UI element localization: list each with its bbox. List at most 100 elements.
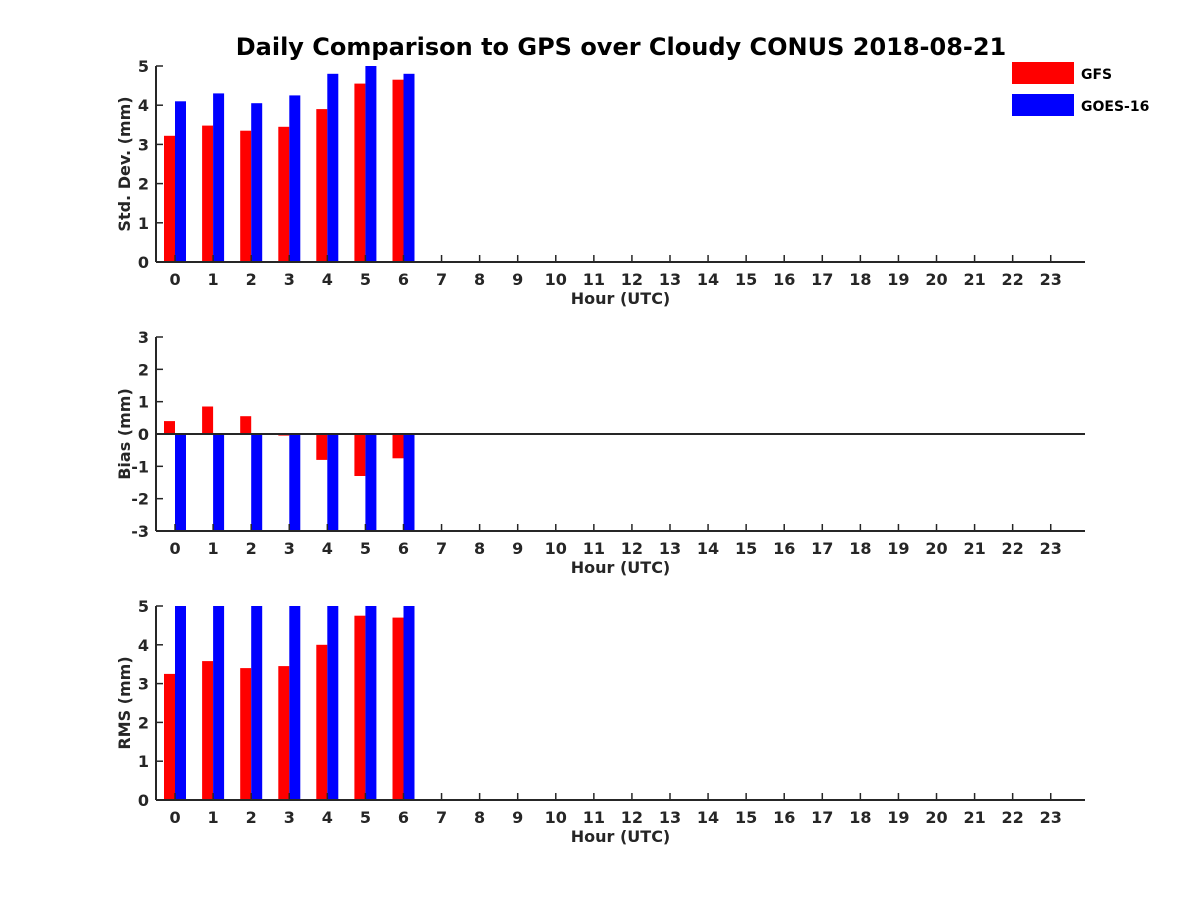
x-tick-label: 1 xyxy=(208,270,219,289)
x-tick-label: 20 xyxy=(925,808,947,827)
x-tick-label: 13 xyxy=(659,270,681,289)
x-tick-label: 12 xyxy=(621,539,643,558)
bar-goes16-hour-4 xyxy=(327,606,339,800)
y-tick-label: 1 xyxy=(138,752,149,771)
y-tick-label: 1 xyxy=(138,393,149,412)
x-tick-label: 6 xyxy=(398,539,409,558)
y-axis-label: RMS (mm) xyxy=(115,656,134,749)
x-tick-label: 17 xyxy=(811,808,833,827)
x-tick-label: 1 xyxy=(208,808,219,827)
legend-swatch-goes16 xyxy=(1012,94,1074,116)
x-tick-label: 7 xyxy=(436,539,447,558)
x-tick-label: 14 xyxy=(697,539,719,558)
bar-goes16-hour-1 xyxy=(213,434,225,531)
y-tick-label: 2 xyxy=(138,713,149,732)
x-tick-label: 7 xyxy=(436,270,447,289)
y-tick-label: 2 xyxy=(138,360,149,379)
legend-swatch-gfs xyxy=(1012,62,1074,84)
bar-goes16-hour-2 xyxy=(251,606,263,800)
y-tick-label: 0 xyxy=(138,253,149,272)
bar-goes16-hour-1 xyxy=(213,93,225,263)
x-tick-label: 5 xyxy=(360,808,371,827)
x-tick-label: 16 xyxy=(773,539,795,558)
y-tick-label: -3 xyxy=(131,522,149,541)
x-tick-label: 20 xyxy=(925,270,947,289)
bar-gfs-hour-5 xyxy=(354,83,366,262)
bar-goes16-hour-2 xyxy=(251,434,263,531)
x-tick-label: 22 xyxy=(1002,539,1024,558)
y-tick-label: 0 xyxy=(138,425,149,444)
x-tick-label: 16 xyxy=(773,270,795,289)
x-tick-label: 6 xyxy=(398,808,409,827)
y-tick-label: 2 xyxy=(138,175,149,194)
x-tick-label: 17 xyxy=(811,539,833,558)
bar-goes16-hour-6 xyxy=(403,73,415,262)
bar-gfs-hour-6 xyxy=(392,617,404,800)
bar-gfs-hour-2 xyxy=(240,416,252,434)
x-axis-label: Hour (UTC) xyxy=(571,558,671,577)
x-tick-label: 0 xyxy=(169,270,180,289)
x-tick-label: 13 xyxy=(659,539,681,558)
x-tick-label: 7 xyxy=(436,808,447,827)
x-tick-label: 19 xyxy=(887,539,909,558)
y-tick-label: -2 xyxy=(131,490,149,509)
legend-label-gfs: GFS xyxy=(1081,67,1112,83)
x-tick-label: 23 xyxy=(1040,270,1062,289)
y-tick-label: -1 xyxy=(131,457,149,476)
bar-goes16-hour-3 xyxy=(289,434,301,531)
x-tick-label: 10 xyxy=(545,539,567,558)
x-tick-label: 12 xyxy=(621,270,643,289)
bar-goes16-hour-0 xyxy=(175,434,186,531)
x-tick-label: 11 xyxy=(583,539,605,558)
bar-gfs-hour-5 xyxy=(354,615,366,800)
x-tick-label: 21 xyxy=(963,270,985,289)
x-tick-label: 19 xyxy=(887,270,909,289)
x-tick-label: 18 xyxy=(849,808,871,827)
y-tick-label: 4 xyxy=(138,636,149,655)
x-tick-label: 22 xyxy=(1002,270,1024,289)
x-tick-label: 4 xyxy=(322,808,333,827)
legend-label-goes16: GOES-16 xyxy=(1081,99,1149,115)
x-tick-label: 9 xyxy=(512,270,523,289)
x-tick-label: 11 xyxy=(583,270,605,289)
x-tick-label: 10 xyxy=(545,808,567,827)
x-tick-label: 16 xyxy=(773,808,795,827)
bar-goes16-hour-5 xyxy=(365,66,377,262)
x-tick-label: 17 xyxy=(811,270,833,289)
x-tick-label: 2 xyxy=(246,808,257,827)
x-tick-label: 4 xyxy=(322,539,333,558)
bar-goes16-hour-6 xyxy=(403,606,415,800)
x-tick-label: 3 xyxy=(284,539,295,558)
x-tick-label: 23 xyxy=(1040,539,1062,558)
bar-gfs-hour-3 xyxy=(278,666,290,800)
x-tick-label: 1 xyxy=(208,539,219,558)
bar-goes16-hour-5 xyxy=(365,606,377,800)
x-tick-label: 22 xyxy=(1002,808,1024,827)
bar-gfs-hour-3 xyxy=(278,126,290,262)
x-tick-label: 13 xyxy=(659,808,681,827)
x-tick-label: 2 xyxy=(246,539,257,558)
x-tick-label: 12 xyxy=(621,808,643,827)
y-tick-label: 1 xyxy=(138,214,149,233)
y-tick-label: 5 xyxy=(138,57,149,76)
bar-gfs-hour-0 xyxy=(164,135,175,262)
x-axis-label: Hour (UTC) xyxy=(571,827,671,846)
x-tick-label: 5 xyxy=(360,539,371,558)
x-axis-label: Hour (UTC) xyxy=(571,289,671,308)
bar-gfs-hour-6 xyxy=(392,79,404,262)
y-axis-label: Std. Dev. (mm) xyxy=(115,96,134,231)
x-tick-label: 19 xyxy=(887,808,909,827)
x-tick-label: 9 xyxy=(512,808,523,827)
x-tick-label: 21 xyxy=(963,808,985,827)
bar-goes16-hour-0 xyxy=(175,606,186,800)
bar-gfs-hour-6 xyxy=(392,434,404,459)
x-tick-label: 18 xyxy=(849,539,871,558)
bar-goes16-hour-4 xyxy=(327,73,339,262)
y-tick-label: 3 xyxy=(138,328,149,347)
bar-goes16-hour-5 xyxy=(365,434,377,531)
bar-goes16-hour-4 xyxy=(327,434,339,531)
bar-gfs-hour-0 xyxy=(164,673,175,800)
bar-gfs-hour-5 xyxy=(354,434,366,476)
